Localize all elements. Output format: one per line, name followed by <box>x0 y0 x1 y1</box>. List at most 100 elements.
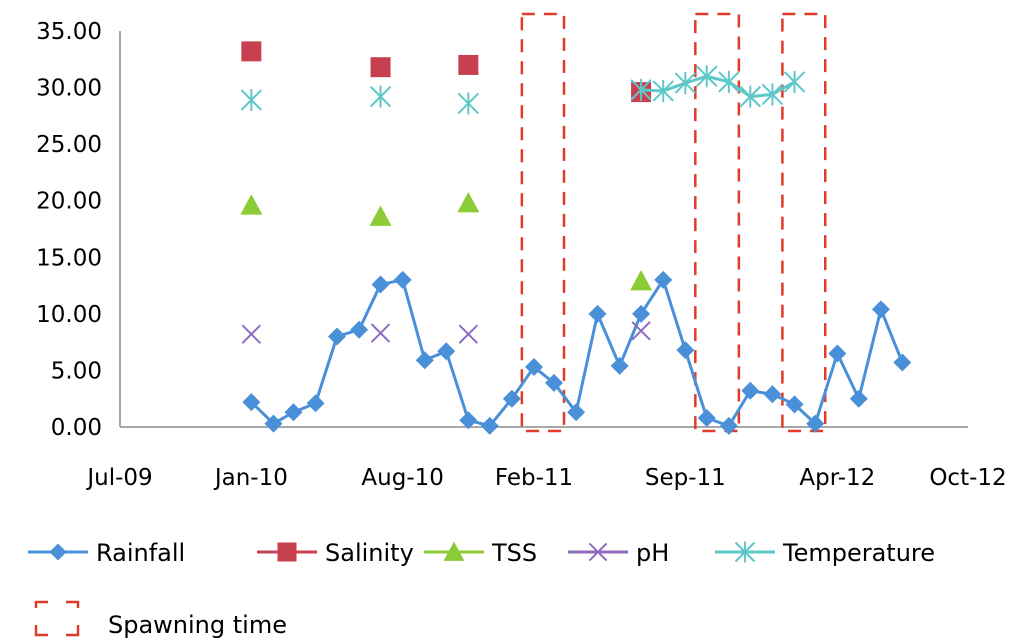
x-tick-label: Oct-12 <box>929 465 1006 491</box>
legend-swatch-dashed-box <box>34 600 80 637</box>
data-point-rainfall <box>828 344 847 363</box>
series-salinity <box>241 41 652 103</box>
series-rainfall <box>242 270 912 435</box>
data-point-rainfall <box>480 416 499 435</box>
data-point-rainfall <box>719 416 738 435</box>
spawning-periods <box>520 12 827 433</box>
y-tick-label: 0.00 <box>51 415 102 441</box>
data-point-temperature <box>696 65 718 88</box>
data-point-rainfall <box>632 304 651 323</box>
data-point-rainfall <box>306 394 325 413</box>
y-tick-label: 20.00 <box>36 189 102 215</box>
x-tick-label: Apr-12 <box>799 465 875 491</box>
legend-label: Spawning time <box>108 611 287 639</box>
data-point-temperature <box>783 70 806 93</box>
data-point-temperature <box>630 78 652 101</box>
data-point-tss <box>369 205 392 226</box>
data-point-rainfall <box>502 389 521 408</box>
data-point-rainfall <box>697 408 716 427</box>
series-tss <box>240 191 653 291</box>
series-layer <box>240 41 912 435</box>
legend-item-temperature: Temperature <box>715 539 935 567</box>
data-point-rainfall <box>849 389 868 408</box>
legend-item-salinity: Salinity <box>257 539 414 567</box>
spawning-period-box <box>520 12 566 433</box>
data-point-ph <box>458 324 479 344</box>
x-tick-label: Sep-11 <box>645 465 726 491</box>
x-tick-label: Feb-11 <box>495 465 573 491</box>
data-point-tss <box>630 270 653 291</box>
legend-label: Salinity <box>325 539 414 567</box>
x-tick-label: Jul-09 <box>85 465 152 491</box>
data-point-rainfall <box>676 341 695 360</box>
legend-item-spawning-time: Spawning time <box>34 600 287 639</box>
legend-marker-ph <box>588 542 608 562</box>
legend-marker-rainfall <box>49 543 67 561</box>
data-point-temperature <box>674 72 697 95</box>
legend-label: TSS <box>491 539 537 567</box>
data-point-rainfall <box>763 385 782 404</box>
y-tick-label: 30.00 <box>36 76 102 102</box>
data-point-rainfall <box>893 353 912 372</box>
series-line-rainfall <box>250 278 904 428</box>
data-point-temperature <box>457 92 480 115</box>
data-point-rainfall <box>610 356 629 375</box>
data-point-rainfall <box>544 373 563 392</box>
data-point-rainfall <box>264 414 283 433</box>
legend-marker-salinity <box>277 542 297 562</box>
data-point-rainfall <box>350 320 369 339</box>
series-temperature <box>240 65 806 115</box>
legend-item-rainfall: Rainfall <box>28 539 185 567</box>
data-point-rainfall <box>567 403 586 422</box>
y-tick-label: 15.00 <box>36 245 102 271</box>
data-point-rainfall <box>415 351 434 370</box>
data-point-rainfall <box>806 414 825 433</box>
y-tick-label: 5.00 <box>51 358 102 384</box>
y-tick-label: 35.00 <box>36 19 102 45</box>
legend: Rainfall Salinity TSS pH Temperature Spawning… <box>28 539 935 639</box>
data-point-tss <box>240 194 263 215</box>
data-point-rainfall <box>785 395 804 414</box>
y-tick-label: 10.00 <box>36 302 102 328</box>
data-point-rainfall <box>327 327 346 346</box>
data-point-rainfall <box>459 411 478 430</box>
y-tick-label: 25.00 <box>36 132 102 158</box>
data-point-rainfall <box>371 275 390 294</box>
legend-item-tss: TSS <box>424 539 537 567</box>
data-point-salinity <box>458 54 479 75</box>
data-point-rainfall <box>871 300 890 319</box>
data-point-rainfall <box>741 381 760 400</box>
series-ph <box>241 321 651 344</box>
legend-marker-tss <box>443 541 465 561</box>
data-point-ph <box>241 324 262 344</box>
x-tick-label: Jan-10 <box>213 465 288 491</box>
data-point-rainfall <box>393 270 412 289</box>
data-point-temperature <box>718 70 740 93</box>
data-point-rainfall <box>525 358 544 377</box>
legend-label: Temperature <box>782 539 935 567</box>
series-line-temperature <box>641 74 796 99</box>
legend-label: pH <box>636 539 669 567</box>
legend-label: Rainfall <box>96 539 185 567</box>
x-tick-label: Aug-10 <box>361 465 443 491</box>
data-point-salinity <box>241 41 262 62</box>
data-point-rainfall <box>284 403 303 422</box>
spawning-period-box <box>781 12 827 433</box>
axes: 0.00 5.00 10.00 15.00 20.00 25.00 30.00 35.00 Ju… <box>36 19 1007 491</box>
data-point-temperature <box>369 85 392 108</box>
data-point-temperature <box>761 83 784 106</box>
data-point-rainfall <box>654 270 673 289</box>
data-point-ph <box>631 321 651 341</box>
spawning-period-box <box>694 12 741 433</box>
data-point-temperature <box>240 89 263 112</box>
data-point-rainfall <box>437 342 456 361</box>
data-point-salinity <box>370 57 391 78</box>
data-point-tss <box>457 191 480 213</box>
data-point-rainfall <box>588 304 607 323</box>
data-point-temperature <box>739 85 761 108</box>
legend-marker-temperature <box>734 541 756 563</box>
legend-item-ph: pH <box>568 539 669 567</box>
data-point-ph <box>370 323 391 343</box>
data-point-rainfall <box>242 393 261 412</box>
